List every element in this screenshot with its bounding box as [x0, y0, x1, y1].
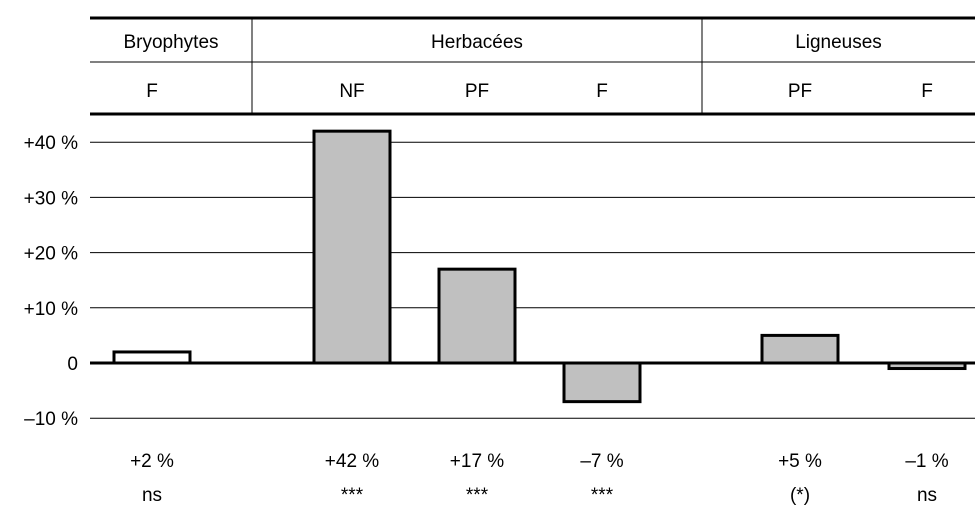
header-group-label: Ligneuses: [795, 32, 882, 53]
header-column-label: F: [921, 81, 933, 102]
bar: [562, 361, 642, 404]
y-tick-label: +30 %: [24, 188, 79, 209]
value-label: +2 %: [130, 451, 174, 472]
header-column-label: PF: [788, 81, 812, 102]
significance-label: ns: [917, 485, 937, 506]
bar: [760, 333, 840, 365]
value-label: –1 %: [905, 451, 948, 472]
bar: [437, 267, 517, 365]
header-column-label: PF: [465, 81, 489, 102]
value-label: +42 %: [325, 451, 380, 472]
value-label: +17 %: [450, 451, 505, 472]
value-label: –7 %: [580, 451, 623, 472]
significance-label: ***: [466, 485, 489, 506]
y-tick-label: +40 %: [24, 133, 79, 154]
header-group-label: Bryophytes: [123, 32, 218, 53]
significance-label: ns: [142, 485, 162, 506]
value-label: +5 %: [778, 451, 822, 472]
y-tick-label: +20 %: [24, 244, 79, 265]
header-column-label: NF: [339, 81, 364, 102]
header-column-label: F: [146, 81, 158, 102]
header-column-label: F: [596, 81, 608, 102]
y-tick-label: –10 %: [24, 409, 78, 430]
y-tick-label: +10 %: [24, 299, 79, 320]
significance-label: ***: [591, 485, 614, 506]
header-group-label: Herbacées: [431, 32, 523, 53]
y-tick-label: 0: [67, 354, 78, 375]
bar: [312, 129, 392, 365]
significance-label: (*): [790, 485, 810, 506]
bar: [112, 350, 192, 365]
significance-label: ***: [341, 485, 364, 506]
